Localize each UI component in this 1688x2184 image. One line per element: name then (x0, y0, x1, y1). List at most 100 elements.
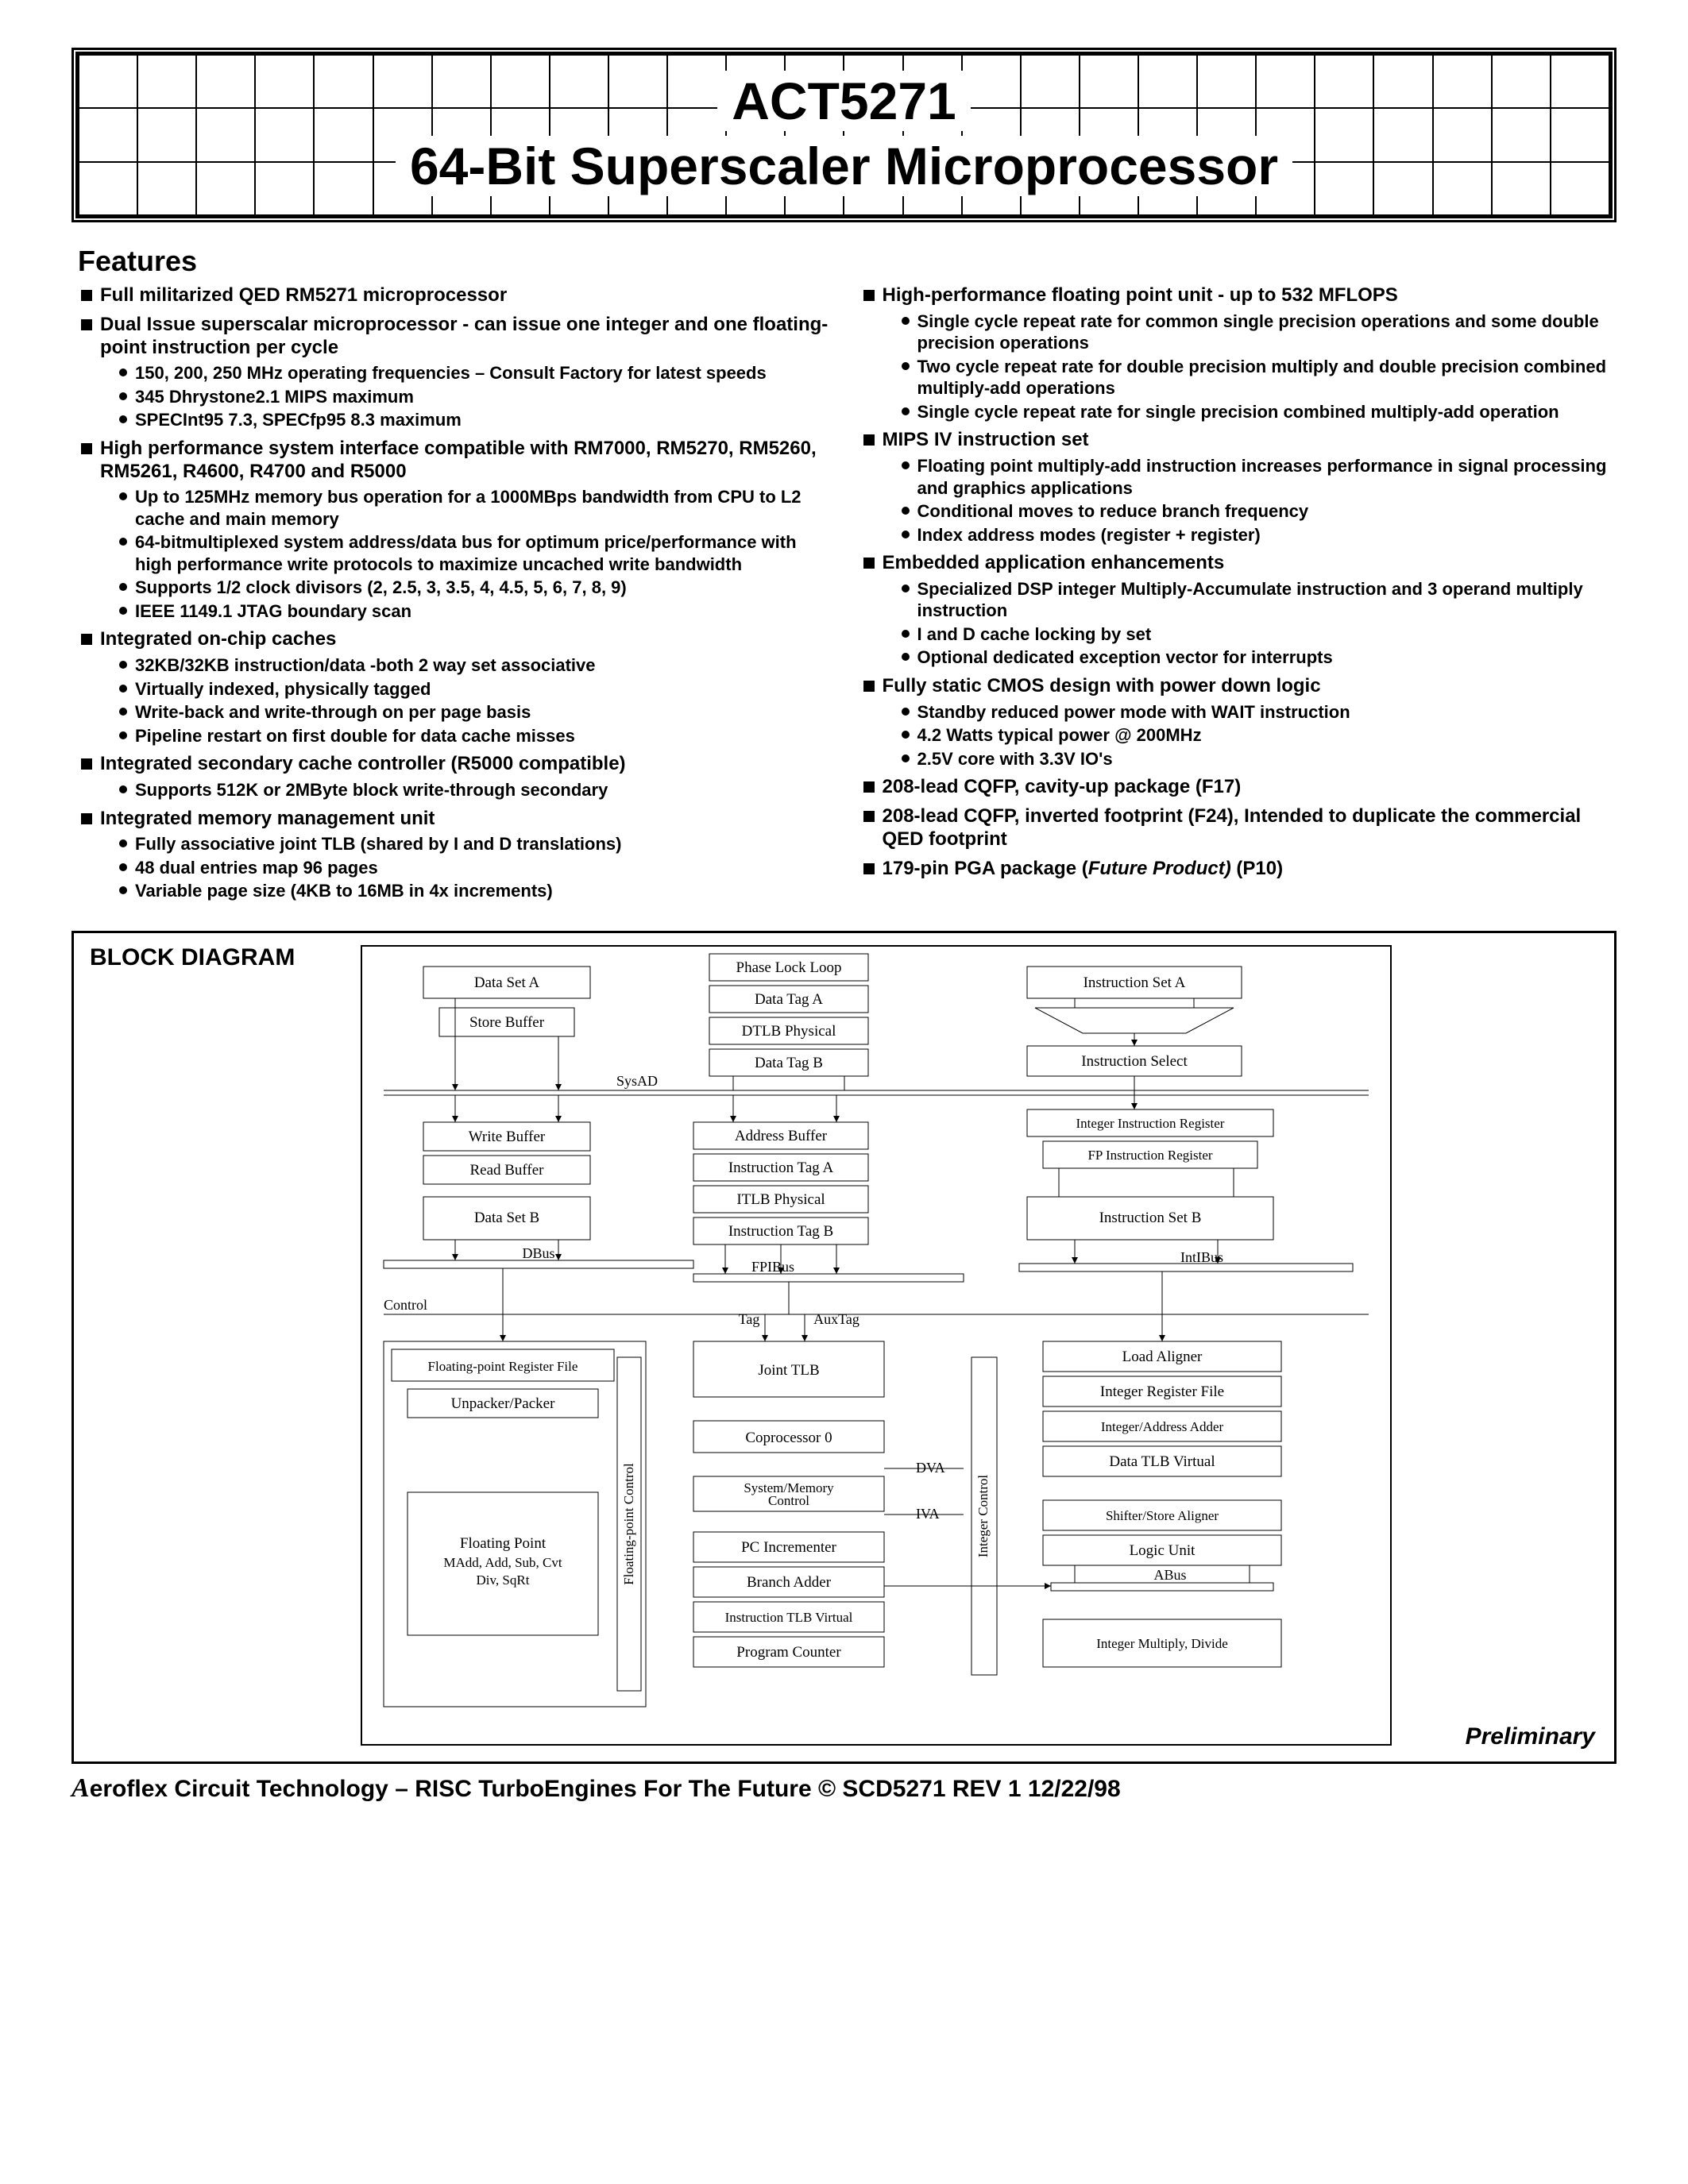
svg-text:FP Instruction Register: FP Instruction Register (1087, 1148, 1212, 1163)
svg-text:Div, SqRt: Div, SqRt (477, 1572, 530, 1588)
feature-sub-item: I and D cache locking by set (900, 623, 1611, 646)
svg-text:Address Buffer: Address Buffer (735, 1128, 828, 1144)
svg-text:Shifter/Store Aligner: Shifter/Store Aligner (1106, 1508, 1219, 1523)
feature-sub-item: Optional dedicated exception vector for … (900, 646, 1611, 669)
feature-sub-item: Virtually indexed, physically tagged (118, 678, 829, 700)
feature-item: MIPS IV instruction setFloating point mu… (860, 429, 1611, 546)
svg-text:Integer Multiply, Divide: Integer Multiply, Divide (1096, 1636, 1228, 1651)
svg-text:Instruction Set B: Instruction Set B (1099, 1210, 1202, 1226)
svg-text:Joint TLB: Joint TLB (758, 1362, 819, 1379)
svg-text:DTLB Physical: DTLB Physical (742, 1023, 836, 1040)
svg-text:Control: Control (768, 1493, 809, 1508)
feature-sub-item: Single cycle repeat rate for common sing… (900, 311, 1611, 354)
svg-text:Coprocessor 0: Coprocessor 0 (745, 1430, 832, 1446)
feature-sub-item: Two cycle repeat rate for double precisi… (900, 356, 1611, 399)
svg-text:DBus: DBus (522, 1245, 554, 1261)
feature-sub-item: Supports 1/2 clock divisors (2, 2.5, 3, … (118, 577, 829, 599)
svg-text:PC Incrementer: PC Incrementer (741, 1539, 836, 1556)
feature-sub-item: 48 dual entries map 96 pages (118, 857, 829, 879)
svg-text:Integer Control: Integer Control (975, 1474, 991, 1557)
feature-sub-item: 150, 200, 250 MHz operating frequencies … (118, 362, 829, 384)
feature-sub-item: 2.5V core with 3.3V IO's (900, 748, 1611, 770)
feature-sub-item: Pipeline restart on first double for dat… (118, 725, 829, 747)
svg-text:Control: Control (384, 1297, 427, 1313)
svg-text:Data Tag B: Data Tag B (755, 1055, 823, 1071)
features-left-column: Full militarized QED RM5271 microprocess… (78, 284, 829, 909)
title-line1: ACT5271 (717, 71, 970, 131)
feature-sub-item: 64-bitmultiplexed system address/data bu… (118, 531, 829, 575)
svg-text:Instruction Select: Instruction Select (1081, 1053, 1188, 1070)
title-line2: 64-Bit Superscaler Microprocessor (396, 136, 1292, 196)
svg-text:Floating-point Control: Floating-point Control (621, 1463, 636, 1585)
svg-text:Program Counter: Program Counter (736, 1644, 841, 1661)
title-banner: ACT5271 64-Bit Superscaler Microprocesso… (75, 52, 1613, 218)
svg-text:Instruction TLB Virtual: Instruction TLB Virtual (725, 1610, 853, 1625)
svg-text:Phase Lock Loop: Phase Lock Loop (736, 959, 842, 976)
svg-text:DVA: DVA (916, 1460, 945, 1476)
svg-text:Integer Instruction Register: Integer Instruction Register (1076, 1116, 1225, 1131)
svg-text:Data Set A: Data Set A (474, 974, 540, 991)
feature-sub-item: Floating point multiply-add instruction … (900, 455, 1611, 499)
svg-text:Data Tag A: Data Tag A (755, 991, 823, 1008)
feature-item: Integrated memory management unitFully a… (78, 808, 829, 902)
feature-item: 179-pin PGA package (Future Product) (P1… (860, 858, 1611, 881)
svg-text:AuxTag: AuxTag (813, 1311, 859, 1327)
feature-sub-item: Index address modes (register + register… (900, 524, 1611, 546)
feature-item: High performance system interface compat… (78, 438, 829, 623)
feature-item: High-performance floating point unit - u… (860, 284, 1611, 423)
feature-sub-item: Standby reduced power mode with WAIT ins… (900, 701, 1611, 723)
feature-sub-item: Supports 512K or 2MByte block write-thro… (118, 779, 829, 801)
feature-item: Embedded application enhancementsSpecial… (860, 552, 1611, 669)
feature-item: Integrated secondary cache controller (R… (78, 753, 829, 801)
svg-text:MAdd, Add, Sub, Cvt: MAdd, Add, Sub, Cvt (443, 1555, 562, 1570)
svg-text:Floating-point Register File: Floating-point Register File (428, 1359, 578, 1374)
svg-text:Floating Point: Floating Point (460, 1535, 547, 1552)
feature-sub-item: SPECInt95 7.3, SPECfp95 8.3 maximum (118, 409, 829, 431)
svg-text:Read Buffer: Read Buffer (469, 1162, 544, 1179)
svg-text:Load Aligner: Load Aligner (1122, 1349, 1203, 1365)
svg-text:Write Buffer: Write Buffer (469, 1129, 546, 1145)
svg-text:Data TLB Virtual: Data TLB Virtual (1109, 1453, 1215, 1470)
page-outer: ACT5271 64-Bit Superscaler Microprocesso… (71, 48, 1617, 222)
feature-item: Dual Issue superscalar microprocessor - … (78, 314, 829, 431)
feature-sub-item: Up to 125MHz memory bus operation for a … (118, 486, 829, 530)
block-diagram-container: BLOCK DIAGRAM Data Set A Store Buffer Ph… (71, 931, 1617, 1764)
feature-item: 208-lead CQFP, inverted footprint (F24),… (860, 805, 1611, 851)
feature-sub-item: 345 Dhrystone2.1 MIPS maximum (118, 386, 829, 408)
svg-text:Instruction Set A: Instruction Set A (1083, 974, 1186, 991)
svg-text:FPIBus: FPIBus (751, 1259, 794, 1275)
svg-text:Tag: Tag (739, 1311, 760, 1327)
svg-text:Instruction Tag A: Instruction Tag A (728, 1160, 834, 1176)
feature-item: Full militarized QED RM5271 microprocess… (78, 284, 829, 307)
svg-text:Branch Adder: Branch Adder (747, 1574, 832, 1591)
svg-text:Store Buffer: Store Buffer (469, 1014, 545, 1031)
footer-text: Aeroflex Circuit Technology – RISC Turbo… (71, 1773, 1617, 1804)
feature-sub-item: Single cycle repeat rate for single prec… (900, 401, 1611, 423)
feature-sub-item: Write-back and write-through on per page… (118, 701, 829, 723)
svg-text:SysAD: SysAD (616, 1073, 658, 1089)
feature-sub-item: Fully associative joint TLB (shared by I… (118, 833, 829, 855)
feature-item: Integrated on-chip caches32KB/32KB instr… (78, 628, 829, 747)
block-diagram-heading: BLOCK DIAGRAM (90, 944, 295, 971)
svg-text:Data Set B: Data Set B (474, 1210, 539, 1226)
svg-text:IntIBus: IntIBus (1180, 1249, 1223, 1265)
svg-text:Integer/Address Adder: Integer/Address Adder (1101, 1419, 1224, 1434)
svg-text:ITLB Physical: ITLB Physical (736, 1191, 825, 1208)
features-columns: Full militarized QED RM5271 microprocess… (71, 284, 1617, 909)
feature-sub-item: IEEE 1149.1 JTAG boundary scan (118, 600, 829, 623)
feature-item: 208-lead CQFP, cavity-up package (F17) (860, 776, 1611, 799)
features-heading: Features (78, 245, 1617, 278)
svg-text:Integer Register File: Integer Register File (1100, 1383, 1224, 1400)
block-diagram: Data Set A Store Buffer Phase Lock Loop … (360, 944, 1590, 1750)
svg-text:Instruction Tag B: Instruction Tag B (728, 1223, 833, 1240)
feature-item: Fully static CMOS design with power down… (860, 675, 1611, 770)
preliminary-label: Preliminary (1466, 1723, 1595, 1750)
feature-sub-item: Specialized DSP integer Multiply-Accumul… (900, 578, 1611, 622)
svg-text:ABus: ABus (1153, 1567, 1186, 1583)
svg-text:Unpacker/Packer: Unpacker/Packer (451, 1395, 555, 1412)
feature-sub-item: 32KB/32KB instruction/data -both 2 way s… (118, 654, 829, 677)
svg-text:IVA: IVA (916, 1506, 940, 1522)
svg-text:Logic Unit: Logic Unit (1130, 1542, 1196, 1559)
feature-sub-item: Conditional moves to reduce branch frequ… (900, 500, 1611, 523)
feature-sub-item: Variable page size (4KB to 16MB in 4x in… (118, 880, 829, 902)
